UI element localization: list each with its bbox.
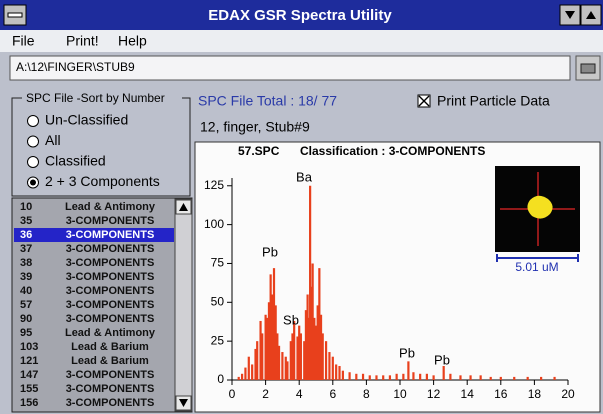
menu-item[interactable]: File [12, 33, 35, 49]
x-tick-label: 4 [296, 387, 303, 401]
file-class[interactable]: Lead & Barium [71, 341, 149, 353]
scrollbar[interactable] [175, 199, 192, 411]
peak-label: Pb [434, 352, 450, 367]
x-tick-label: 20 [561, 387, 575, 401]
file-class[interactable]: 3-COMPONENTS [66, 369, 155, 381]
file-class[interactable]: 3-COMPONENTS [66, 215, 155, 227]
x-tick-label: 16 [494, 387, 508, 401]
menu-item[interactable]: Print! [66, 33, 99, 49]
chart-subtitle: Classification : 3-COMPONENTS [300, 144, 485, 158]
file-class[interactable]: Lead & Antimony [65, 327, 156, 339]
path-text: A:\12\FINGER\STUB9 [16, 60, 135, 74]
file-number[interactable]: 155 [20, 383, 38, 395]
file-number[interactable]: 35 [20, 215, 32, 227]
peak-label: Ba [296, 169, 313, 184]
file-class[interactable]: 3-COMPONENTS [66, 383, 155, 395]
x-tick-label: 8 [363, 387, 370, 401]
radio-button[interactable] [28, 116, 39, 127]
window-title: EDAX GSR Spectra Utility [208, 7, 392, 24]
file-number[interactable]: 36 [20, 229, 32, 241]
file-number[interactable]: 95 [20, 327, 32, 339]
x-tick-label: 18 [528, 387, 542, 401]
sort-group-title: SPC File -Sort by Number [26, 91, 165, 105]
app-window: EDAX GSR Spectra Utility File Print! Hel… [0, 0, 603, 414]
file-class[interactable]: 3-COMPONENTS [66, 397, 155, 409]
radio-label[interactable]: All [45, 132, 61, 148]
printer-icon [581, 64, 595, 73]
menu-item[interactable]: Help [118, 33, 147, 49]
file-number[interactable]: 103 [20, 341, 38, 353]
x-tick-label: 12 [427, 387, 441, 401]
file-class[interactable]: 3-COMPONENTS [66, 271, 155, 283]
file-class[interactable]: 3-COMPONENTS [66, 257, 155, 269]
chart-title: 57.SPC [238, 144, 280, 158]
file-number[interactable]: 39 [20, 271, 32, 283]
scale-label: 5.01 uM [515, 260, 558, 274]
page: EDAX GSR Spectra Utility File Print! Hel… [0, 0, 603, 414]
file-number[interactable]: 90 [20, 313, 32, 325]
x-tick-label: 0 [229, 387, 236, 401]
file-number[interactable]: 57 [20, 299, 32, 311]
x-tick-label: 10 [393, 387, 407, 401]
peak-label: Pb [399, 345, 415, 360]
file-number[interactable]: 38 [20, 257, 32, 269]
y-tick-label: 75 [211, 256, 225, 270]
y-tick-label: 125 [204, 178, 224, 192]
system-menu-icon [8, 13, 22, 17]
radio-label[interactable]: Un-Classified [45, 112, 128, 128]
file-number[interactable]: 156 [20, 397, 38, 409]
x-tick-label: 14 [461, 387, 475, 401]
file-number[interactable]: 40 [20, 285, 32, 297]
radio-dot [30, 180, 36, 186]
file-total: SPC File Total : 18/ 77 [198, 93, 337, 109]
y-tick-label: 100 [204, 217, 224, 231]
file-class[interactable]: 3-COMPONENTS [66, 285, 155, 297]
radio-button[interactable] [28, 157, 39, 168]
file-class[interactable]: Lead & Antimony [65, 201, 156, 213]
print-particle-label[interactable]: Print Particle Data [437, 93, 550, 109]
file-class[interactable]: 3-COMPONENTS [66, 313, 155, 325]
peak-label: Sb [283, 312, 299, 327]
y-tick-label: 50 [211, 294, 225, 308]
file-number[interactable]: 37 [20, 243, 32, 255]
file-class[interactable]: 3-COMPONENTS [66, 229, 155, 241]
x-tick-label: 6 [329, 387, 336, 401]
y-tick-label: 0 [217, 372, 224, 386]
y-tick-label: 25 [211, 333, 225, 347]
file-number[interactable]: 121 [20, 355, 38, 367]
radio-button[interactable] [28, 136, 39, 147]
file-class[interactable]: Lead & Barium [71, 355, 149, 367]
radio-label[interactable]: 2 + 3 Components [45, 173, 160, 189]
radio-label[interactable]: Classified [45, 153, 106, 169]
x-tick-label: 2 [262, 387, 269, 401]
sample-name: 12, finger, Stub#9 [200, 119, 310, 135]
file-class[interactable]: 3-COMPONENTS [66, 299, 155, 311]
peak-label: Pb [262, 244, 278, 259]
file-class[interactable]: 3-COMPONENTS [66, 243, 155, 255]
file-number[interactable]: 147 [20, 369, 38, 381]
file-number[interactable]: 10 [20, 201, 32, 213]
